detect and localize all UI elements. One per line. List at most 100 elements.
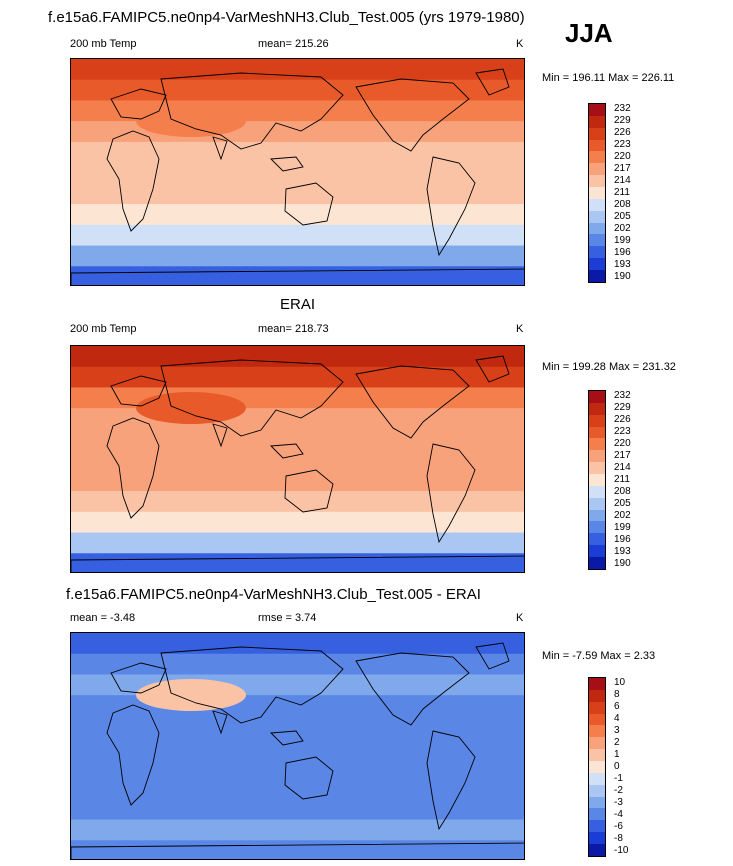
latitude-band bbox=[71, 428, 524, 451]
latitude-band bbox=[71, 778, 524, 800]
latitude-band bbox=[71, 491, 524, 513]
colorbar-swatch bbox=[589, 497, 605, 510]
panel3-title: f.e15a6.FAMIPC5.ne0np4-VarMeshNH3.Club_T… bbox=[66, 586, 481, 603]
coastline bbox=[160, 72, 344, 150]
latitude-band bbox=[71, 736, 524, 759]
colorbar-swatch bbox=[589, 808, 605, 821]
colorbar-tick-label: 229 bbox=[614, 115, 631, 126]
coastline bbox=[106, 417, 160, 519]
colorbar-tick-label: 196 bbox=[614, 247, 631, 258]
colorbar-swatch bbox=[589, 115, 605, 128]
colorbar-tick-label: 223 bbox=[614, 139, 631, 150]
latitude-band bbox=[71, 553, 524, 572]
map-svg bbox=[71, 59, 524, 285]
colorbar-tick-label: 205 bbox=[614, 498, 631, 509]
coastline bbox=[355, 652, 470, 726]
colorbar-swatch bbox=[589, 713, 605, 726]
colorbar-swatch bbox=[589, 246, 605, 259]
latitude-band bbox=[71, 162, 524, 185]
colorbar-swatch bbox=[589, 521, 605, 534]
panel1-mean-label: mean= 215.26 bbox=[258, 38, 329, 50]
colorbar-swatch bbox=[589, 163, 605, 176]
coastline bbox=[426, 156, 476, 257]
colorbar-swatch bbox=[589, 222, 605, 235]
coastline bbox=[71, 842, 524, 859]
colorbar-swatch bbox=[589, 127, 605, 140]
colorbar-swatch bbox=[589, 210, 605, 223]
colorbar-swatch bbox=[589, 761, 605, 773]
colorbar-tick-label: 6 bbox=[614, 701, 620, 712]
colorbar-swatch bbox=[589, 557, 605, 569]
colorbar-tick-label: 196 bbox=[614, 534, 631, 545]
colorbar-swatch bbox=[589, 678, 605, 690]
panel2-map bbox=[70, 345, 525, 573]
colorbar-swatch bbox=[589, 545, 605, 558]
colorbar-swatch bbox=[589, 234, 605, 247]
colorbar-tick-label: 10 bbox=[614, 677, 626, 688]
map-svg bbox=[71, 633, 524, 859]
latitude-band bbox=[71, 141, 524, 164]
colorbar-tick-label: -2 bbox=[614, 785, 623, 796]
coastline bbox=[269, 730, 304, 746]
colorbar-swatch bbox=[589, 450, 605, 463]
coastline bbox=[475, 355, 510, 383]
coastline bbox=[269, 156, 304, 172]
latitude-band bbox=[71, 633, 524, 655]
panel1-map bbox=[70, 58, 525, 286]
colorbar-tick-label: 229 bbox=[614, 402, 631, 413]
colorbar-tick-label: 190 bbox=[614, 271, 631, 282]
latitude-band bbox=[71, 798, 524, 821]
panel2-mean-label: mean= 218.73 bbox=[258, 323, 329, 335]
latitude-band bbox=[71, 59, 524, 81]
colorbar-tick-label: 217 bbox=[614, 163, 631, 174]
coastline bbox=[475, 642, 510, 670]
colorbar-tick-label: 3 bbox=[614, 725, 620, 736]
colorbar-tick-label: 214 bbox=[614, 462, 631, 473]
colorbar-swatch bbox=[589, 784, 605, 797]
latitude-band bbox=[71, 449, 524, 472]
colorbar-tick-label: 220 bbox=[614, 151, 631, 162]
colorbar-swatch bbox=[589, 438, 605, 451]
colorbar-tick-label: 2 bbox=[614, 737, 620, 748]
coastline bbox=[426, 730, 476, 831]
colorbar-swatch bbox=[589, 462, 605, 475]
coastline bbox=[355, 365, 470, 439]
panel2-minmax: Min = 199.28 Max = 231.32 bbox=[542, 361, 676, 373]
colorbar-tick-label: -8 bbox=[614, 833, 623, 844]
panel2-variable-label: 200 mb Temp bbox=[70, 323, 137, 335]
colorbar-swatch bbox=[589, 139, 605, 152]
contour-blob bbox=[136, 679, 246, 711]
coastline bbox=[160, 646, 344, 724]
colorbar-swatch bbox=[589, 689, 605, 702]
coastline bbox=[284, 182, 334, 226]
colorbar-swatch bbox=[589, 844, 605, 856]
colorbar-tick-label: -3 bbox=[614, 797, 623, 808]
colorbar-tick-label: 202 bbox=[614, 510, 631, 521]
colorbar-tick-label: 208 bbox=[614, 486, 631, 497]
latitude-band bbox=[71, 183, 524, 206]
colorbar-tick-label: 202 bbox=[614, 223, 631, 234]
latitude-band bbox=[71, 245, 524, 268]
panel1-units-label: K bbox=[516, 38, 524, 50]
colorbar-swatch bbox=[589, 402, 605, 415]
colorbar-swatch bbox=[589, 749, 605, 762]
colorbar-swatch bbox=[589, 426, 605, 439]
latitude-band bbox=[71, 511, 524, 534]
colorbar-tick-label: 220 bbox=[614, 438, 631, 449]
panel1-title: f.e15a6.FAMIPC5.ne0np4-VarMeshNH3.Club_T… bbox=[48, 9, 525, 26]
colorbar-tick-label: 8 bbox=[614, 689, 620, 700]
latitude-band bbox=[71, 653, 524, 676]
colorbar-tick-label: 199 bbox=[614, 522, 631, 533]
colorbar-tick-label: 232 bbox=[614, 390, 631, 401]
latitude-band bbox=[71, 266, 524, 285]
coastline bbox=[284, 469, 334, 513]
colorbar-swatch bbox=[589, 737, 605, 750]
colorbar-tick-label: 4 bbox=[614, 713, 620, 724]
latitude-band bbox=[71, 366, 524, 389]
colorbar-tick-label: 205 bbox=[614, 211, 631, 222]
colorbar-tick-label: -6 bbox=[614, 821, 623, 832]
colorbar-tick-label: 226 bbox=[614, 127, 631, 138]
latitude-band bbox=[71, 346, 524, 368]
colorbar-swatch bbox=[589, 533, 605, 546]
colorbar-tick-label: 211 bbox=[614, 187, 630, 198]
